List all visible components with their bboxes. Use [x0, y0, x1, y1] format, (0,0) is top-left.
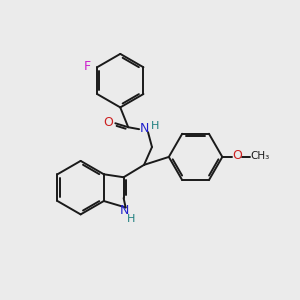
Text: O: O [103, 116, 113, 129]
Text: N: N [120, 204, 129, 217]
Text: CH₃: CH₃ [250, 151, 270, 161]
Text: F: F [84, 60, 91, 73]
Text: O: O [232, 149, 242, 162]
Text: H: H [126, 214, 135, 224]
Text: N: N [140, 122, 149, 135]
Text: H: H [151, 121, 159, 131]
